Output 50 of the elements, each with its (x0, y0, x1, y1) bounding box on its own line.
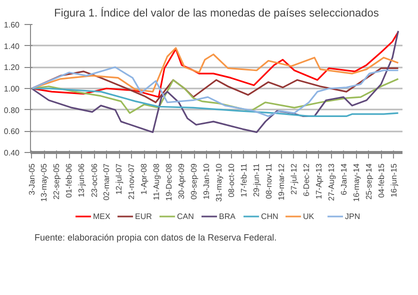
x-tick-label: 1-Apr-08 (140, 162, 149, 195)
legend-label: JPN (345, 212, 362, 220)
legend-label: CHN (261, 212, 280, 220)
x-tick-label: 17-Apr-13 (314, 162, 324, 200)
x-tick-label: 31-may-10 (214, 162, 224, 202)
line-series (30, 66, 400, 118)
x-tick-label: 30-Apr-09 (177, 162, 186, 200)
x-tick-label: 16-may-14 (352, 162, 361, 202)
legend-label: MEX (93, 212, 112, 220)
legend-label: EUR (135, 212, 153, 220)
line-series (30, 47, 400, 92)
x-tick-label: 12-jul-07 (114, 162, 124, 195)
x-tick-label: 13-jun-06 (77, 162, 86, 198)
x-tick-label: 16-jun-15 (389, 162, 398, 198)
source-note: Fuente: elaboración propia con datos de la Reserva Federal. (34, 232, 277, 242)
x-tick-label: 21-nov-07 (127, 162, 136, 200)
x-tick-label: 25-sep-14 (364, 162, 374, 200)
y-tick-label: 1.20 (4, 63, 20, 72)
x-tick-label: 3-Jan-05 (27, 162, 36, 196)
y-tick-label: 1.60 (4, 20, 20, 30)
x-tick-label: 11-Aug-08 (152, 162, 162, 200)
x-tick-label: 01-feb-06 (64, 162, 74, 198)
x-tick-label: 19-mar-12 (277, 162, 286, 200)
y-tick-label: 1.00 (4, 84, 20, 94)
x-tick-label: 29-jun-11 (252, 162, 261, 197)
chart-title: Figura 1. Índice del valor de las monedas de países seleccionados (54, 6, 380, 20)
x-tick-label: 22-sep-05 (52, 162, 62, 200)
y-tick-label: 0.60 (4, 127, 20, 136)
y-tick-label: 0.40 (4, 148, 20, 158)
x-tick-label: 27-Aug-13 (326, 162, 336, 201)
x-tick-label: 6-Dec-12 (302, 162, 311, 196)
legend-label: BRA (219, 212, 236, 220)
legend-label: CAN (177, 212, 195, 220)
line-series (30, 88, 400, 118)
x-tick-label: 27-jul-12 (289, 162, 298, 195)
x-tick-label: 23-oct-06 (90, 162, 99, 198)
x-tick-label: 17-feb-11 (239, 162, 248, 198)
x-tick-label: 6-Jan-14 (339, 162, 348, 196)
x-tick-label: 02-mar-07 (102, 162, 112, 200)
y-tick-label: 0.80 (4, 106, 20, 115)
x-tick-label: 08-nov-11 (264, 162, 274, 199)
x-tick-label: 09-sep-09 (190, 162, 199, 200)
x-tick-label: 04-feb-15 (376, 162, 386, 198)
x-tick-label: 08-oct-10 (226, 162, 236, 198)
legend-label: UK (303, 212, 316, 220)
x-tick-label: 19-Jan-10 (202, 162, 212, 200)
line-series (30, 30, 400, 134)
x-tick-label: 13-may-05 (40, 162, 49, 202)
x-tick-label: 19-Dec-08 (164, 162, 174, 201)
y-tick-label: 1.40 (4, 42, 20, 51)
